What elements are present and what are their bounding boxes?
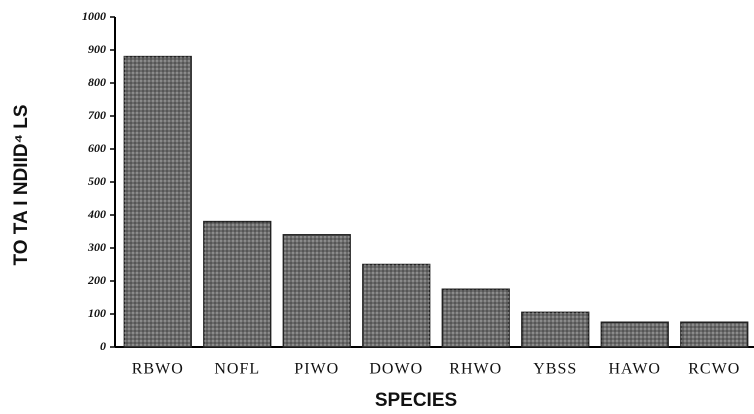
- x-tick-label: NOFL: [214, 361, 260, 378]
- y-tick-label: 900: [88, 42, 106, 56]
- x-tick-label: RCWO: [688, 361, 740, 378]
- x-tick-label: YBSS: [533, 361, 577, 378]
- bar: [362, 263, 431, 348]
- y-tick-label: 100: [88, 306, 106, 320]
- bar: [600, 321, 669, 348]
- y-tick-label: 400: [87, 207, 106, 221]
- y-tick-label: 500: [88, 174, 106, 188]
- x-tick-label: DOWO: [369, 361, 423, 378]
- y-tick-label: 300: [87, 240, 106, 254]
- bar: [282, 234, 351, 348]
- bar: [203, 220, 272, 348]
- x-axis-title: SPECIES: [375, 390, 457, 411]
- y-tick-label: 200: [87, 273, 106, 287]
- y-tick-label: 700: [88, 108, 106, 122]
- x-tick-label: HAWO: [609, 361, 661, 378]
- bar: [521, 311, 590, 348]
- y-tick-label: 0: [100, 339, 106, 353]
- y-axis-title: TO TA I NDIID⁴ LS: [11, 104, 32, 265]
- x-tick-label: RBWO: [132, 361, 184, 378]
- y-tick-label: 800: [88, 75, 106, 89]
- y-tick-label: 600: [88, 141, 106, 155]
- y-tick-label: 1000: [82, 9, 106, 23]
- x-tick-label: RHWO: [449, 361, 502, 378]
- x-tick-label: PIWO: [294, 361, 339, 378]
- bar: [441, 288, 510, 348]
- bar: [680, 321, 749, 348]
- bar: [123, 55, 192, 348]
